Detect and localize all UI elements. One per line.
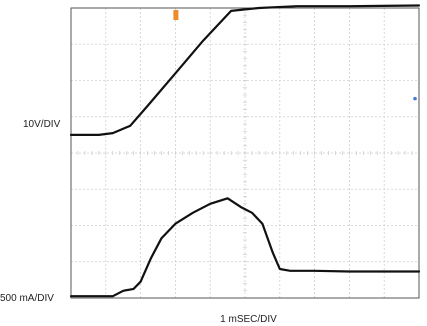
traces — [69, 4, 421, 298]
current-trace — [69, 197, 421, 298]
channel-label-top: 10V/DIV — [23, 119, 61, 130]
voltage-trace — [69, 4, 421, 136]
markers — [173, 10, 417, 101]
channel-marker-icon — [413, 96, 417, 101]
x-axis-label: 1 mSEC/DIV — [220, 314, 277, 325]
channel-label-bottom: 500 mA/DIV — [0, 293, 54, 304]
grid — [70, 7, 420, 299]
trigger-marker-icon — [173, 10, 179, 20]
plot-frame — [70, 7, 420, 299]
